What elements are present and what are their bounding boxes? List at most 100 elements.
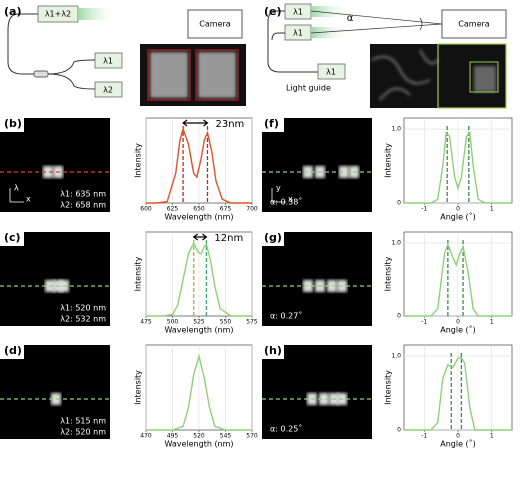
x-tick-label: 470: [140, 433, 152, 440]
y-tick-label: 1.0: [391, 239, 401, 246]
panel-label: (h): [264, 344, 282, 357]
x-axis-label: Wavelength (nm): [164, 213, 233, 222]
y-axis-label: Intensity: [384, 370, 393, 405]
speckle-image: [262, 118, 372, 212]
wavelength-label: λ2: 520 nm: [60, 428, 106, 437]
x-axis-label: Angle (˚): [440, 439, 476, 449]
angle-label: α: 0.38˚: [270, 197, 302, 207]
x-tick-label: 520: [193, 433, 205, 440]
diagram-a: λ1+λ2 λ1 λ2 Camera: [7, 5, 246, 106]
span-arrow: [182, 119, 209, 127]
axis-icon: [9, 188, 24, 203]
x-tick-label: 625: [167, 206, 179, 213]
speckle-image: [262, 345, 372, 439]
annotation: 12nm: [214, 233, 243, 244]
x-tick-label: 0: [456, 319, 460, 326]
y-axis-label: Intensity: [134, 256, 143, 291]
x-tick-label: 1: [490, 433, 494, 440]
x-tick-label: 575: [246, 319, 258, 326]
y-axis-label: Intensity: [384, 256, 393, 291]
y-tick-label: 1.0: [391, 353, 401, 360]
y-tick-label: 1.0: [391, 126, 401, 133]
x-tick-label: 650: [193, 206, 205, 213]
output-label: λ1: [103, 57, 113, 66]
x-tick-label: -1: [421, 206, 427, 213]
x-tick-label: 700: [246, 206, 258, 213]
angle-label: α: 0.25˚: [270, 424, 302, 434]
guide-label: Light guide: [286, 84, 331, 93]
label-bg: [0, 116, 24, 132]
axis-icon-label: λ: [14, 184, 19, 193]
source-label: λ1+λ2: [45, 10, 71, 19]
panel-label: (f): [264, 117, 279, 130]
camera-label: Camera: [458, 20, 489, 29]
data-line: [146, 353, 252, 431]
x-tick-label: 545: [220, 433, 232, 440]
x-tick-label: 495: [167, 433, 179, 440]
wavelength-label: λ2: 658 nm: [60, 201, 106, 210]
angle-label: α: [347, 13, 354, 24]
y-tick-label: 0: [397, 200, 401, 207]
x-tick-label: 675: [220, 206, 232, 213]
x-tick-label: 600: [140, 206, 152, 213]
speckle-spot: [43, 166, 53, 178]
angle-label: α: 0.27˚: [270, 311, 302, 321]
x-axis-label: Wavelength (nm): [164, 326, 233, 335]
diagram-e: λ1 λ1 α λ1 Light guide Camera: [267, 3, 507, 109]
x-tick-label: 550: [220, 319, 232, 326]
axis-icon-label: x: [288, 195, 293, 204]
label-bg: [0, 230, 24, 246]
x-tick-label: 0: [456, 433, 460, 440]
speckle-image: [0, 345, 110, 439]
y-axis-label: Intensity: [384, 143, 393, 178]
label-bg: [260, 116, 284, 132]
x-tick-label: -1: [421, 433, 427, 440]
y-tick-label: 0: [397, 427, 401, 434]
x-tick-label: 1: [490, 319, 494, 326]
panel-label: (d): [4, 344, 22, 357]
panel-label: (g): [264, 231, 282, 244]
wavelength-label: λ1: 635 nm: [60, 190, 106, 199]
panel-label: (e): [264, 5, 282, 18]
data-line: [404, 242, 512, 317]
speckle-spot: [339, 166, 349, 178]
y-axis-label: Intensity: [134, 370, 143, 405]
span-arrow: [192, 233, 208, 241]
axis-icon-label: x: [26, 195, 31, 204]
camera-label: Camera: [199, 20, 230, 29]
wavelength-label: λ1: 520 nm: [60, 304, 106, 313]
panel-label: (c): [4, 231, 21, 244]
source-label: λ1: [293, 8, 303, 17]
speckle-image: [0, 118, 110, 212]
x-axis-label: Angle (˚): [440, 325, 476, 335]
y-axis-label: Intensity: [134, 143, 143, 178]
y-tick-label: 0: [397, 313, 401, 320]
axis-icon-label: y: [276, 184, 281, 193]
axis-icon: [271, 188, 286, 203]
panel-label: (a): [4, 5, 21, 18]
data-line: [404, 131, 512, 204]
label-bg: [260, 343, 284, 359]
x-tick-label: 570: [246, 433, 258, 440]
x-tick-label: 0: [456, 206, 460, 213]
speckle-image: [0, 232, 110, 326]
x-tick-label: 525: [193, 319, 205, 326]
x-tick-label: 475: [140, 319, 152, 326]
speckle-image: [262, 232, 372, 326]
x-tick-label: 1: [490, 206, 494, 213]
x-tick-label: 500: [167, 319, 179, 326]
x-tick-label: -1: [421, 319, 427, 326]
data-line: [146, 241, 252, 317]
wavelength-label: λ1: 515 nm: [60, 417, 106, 426]
target-label: λ1: [326, 68, 336, 77]
label-bg: [0, 343, 24, 359]
data-line: [404, 356, 512, 431]
annotation: 23nm: [215, 119, 244, 130]
speckle-spot: [319, 393, 329, 405]
data-line: [146, 126, 252, 204]
output-label: λ2: [103, 86, 113, 95]
wavelength-label: λ2: 532 nm: [60, 315, 106, 324]
x-axis-label: Wavelength (nm): [164, 440, 233, 449]
source-label: λ1: [293, 29, 303, 38]
